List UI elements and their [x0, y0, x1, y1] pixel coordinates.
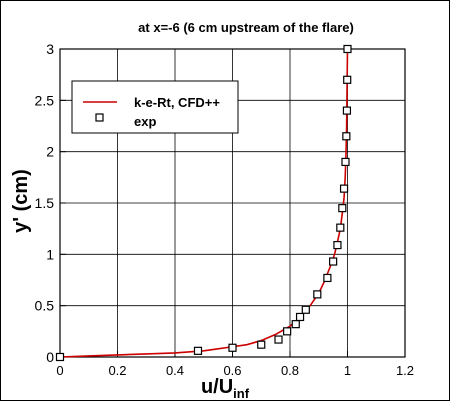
- exp-marker: [274, 335, 283, 344]
- exp-marker: [295, 312, 305, 322]
- exp-marker: [339, 184, 349, 193]
- y-tick-label: 0.5: [35, 298, 55, 314]
- exp-marker: [55, 352, 65, 362]
- y-tick-label: 3: [46, 41, 54, 57]
- exp-marker: [333, 240, 342, 250]
- y-tick-label: 1.5: [35, 195, 55, 211]
- x-axis-label-subscript: inf: [233, 386, 250, 400]
- legend-marker-swatch: [95, 113, 104, 122]
- exp-marker: [338, 204, 347, 213]
- x-axis-label: u/Uinf: [201, 376, 250, 400]
- exp-marker: [257, 340, 266, 349]
- legend-label-marker: exp: [134, 114, 156, 129]
- axis-ticks: 0 0.2 0.4 0.6 0.8 1 1.2 0 0.5 1 1.5 2 2.5 3: [35, 41, 415, 378]
- x-tick-label: 0.6: [223, 363, 241, 378]
- x-tick-label: 0.2: [108, 363, 126, 378]
- exp-marker: [193, 346, 203, 355]
- exp-marker: [323, 273, 332, 283]
- y-tick-label: 2.5: [35, 92, 55, 108]
- exp-marker: [283, 327, 292, 336]
- legend-label-line: k-e-Rt, CFD++: [134, 95, 220, 110]
- x-tick-label: 0: [56, 363, 63, 378]
- exp-marker: [343, 44, 352, 54]
- exp-marker: [228, 343, 237, 352]
- chart-title: at x=-6 (6 cm upstream of the flare): [138, 20, 354, 35]
- exp-marker: [313, 290, 322, 299]
- legend: k-e-Rt, CFD++ exp: [71, 80, 239, 134]
- y-tick-label: 1: [46, 246, 54, 262]
- exp-marker: [342, 132, 351, 141]
- series-layer: [55, 44, 352, 362]
- x-tick-label: 0.8: [281, 363, 299, 378]
- x-tick-label: 1.2: [396, 363, 414, 378]
- exp-marker: [329, 257, 338, 266]
- x-tick-label: 1: [344, 363, 351, 378]
- y-tick-label: 0: [46, 349, 54, 365]
- exp-marker: [342, 106, 352, 115]
- x-tick-label: 0.4: [166, 363, 184, 378]
- exp-marker: [291, 320, 300, 329]
- exp-marker: [301, 305, 310, 314]
- legend-box: [71, 80, 239, 134]
- exp-marker: [336, 223, 345, 232]
- exp-marker: [343, 75, 352, 84]
- y-axis-label: y' (cm): [10, 169, 32, 233]
- exp-marker: [341, 157, 350, 167]
- y-tick-label: 2: [46, 144, 54, 160]
- x-axis-label-main: u/U: [201, 376, 233, 398]
